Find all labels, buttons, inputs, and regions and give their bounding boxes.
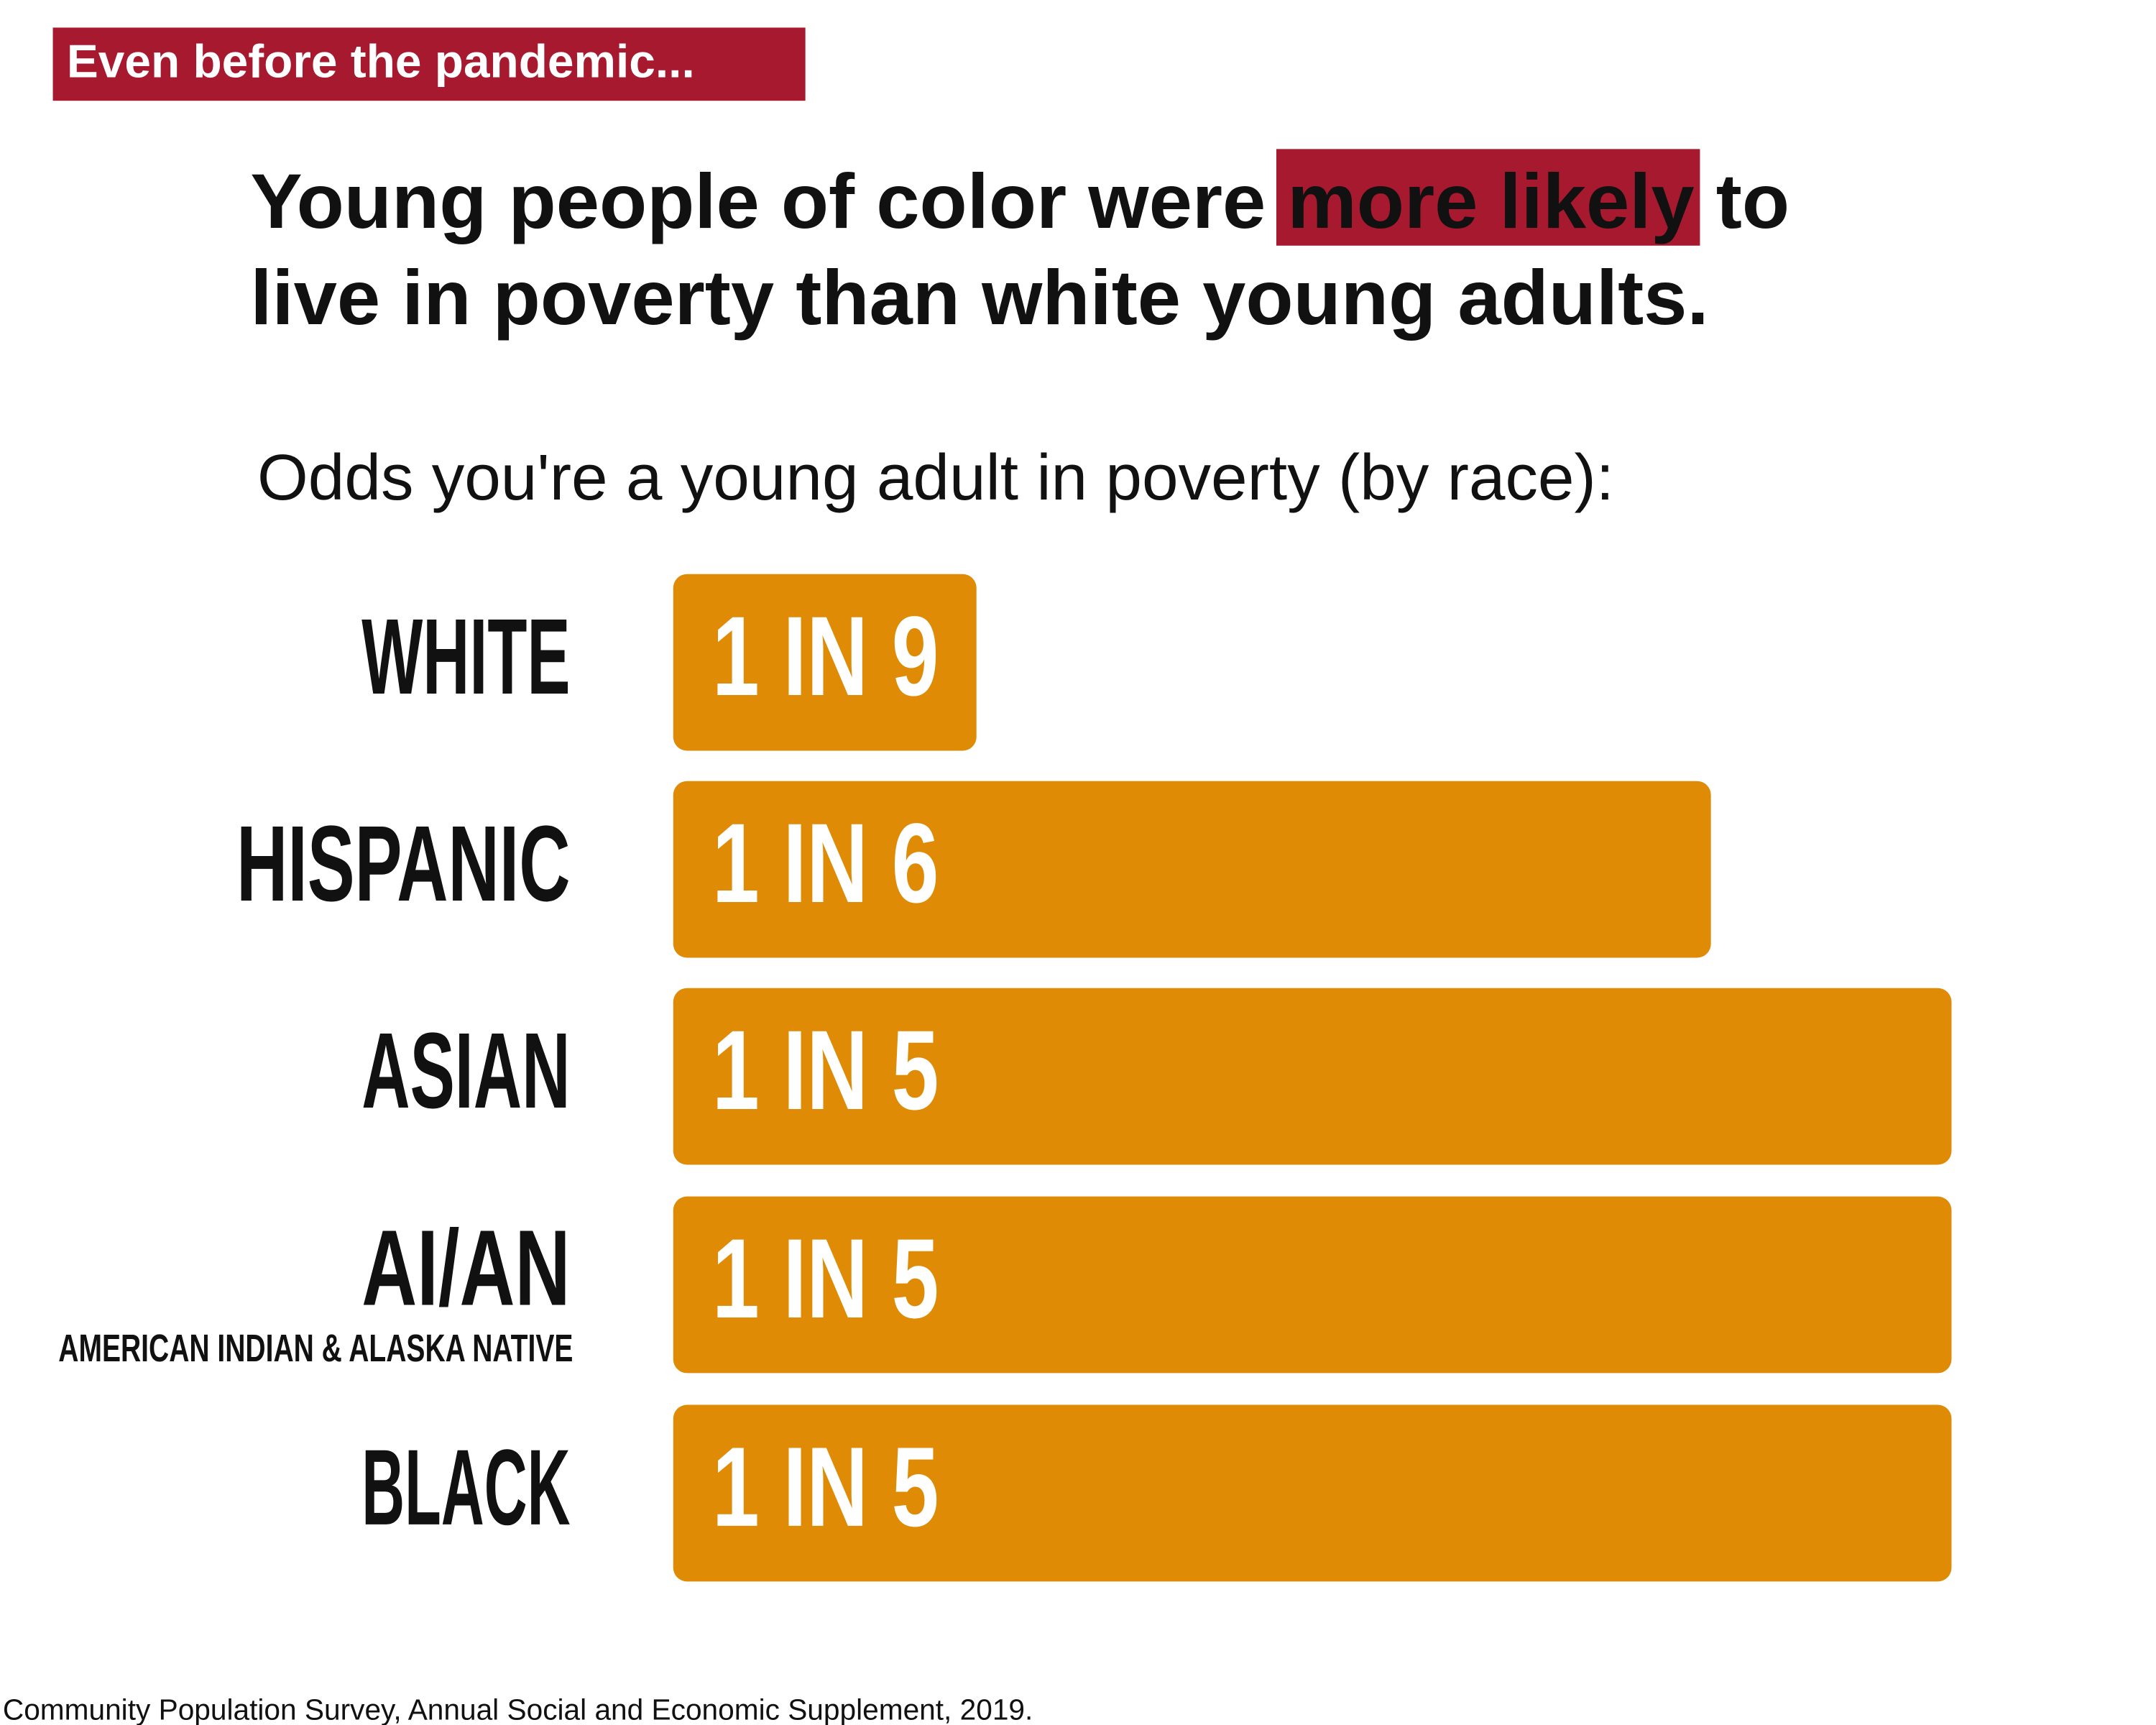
bar-label: 1 IN 5 (712, 1008, 939, 1133)
bar (673, 781, 1711, 958)
category-label: WHITE (361, 597, 570, 717)
category-note: AMERICAN INDIAN & ALASKA NATIVE (58, 1327, 573, 1370)
subtitle: Odds you're a young adult in poverty (by… (257, 441, 1614, 514)
footer: Community Population Survey, Annual Soci… (3, 1693, 1033, 1725)
title-text: to (1695, 157, 1789, 244)
bar (673, 988, 1952, 1165)
bar (673, 1404, 1952, 1582)
bar-label: 1 IN 5 (712, 1216, 939, 1342)
category-label: AI/AN (361, 1208, 570, 1328)
tag: Even before the pandemic... (67, 35, 695, 88)
bar (673, 1196, 1952, 1374)
title-text: live in poverty than white young adults. (250, 254, 1708, 341)
bar-label: 1 IN 9 (712, 594, 939, 719)
bar-label: 1 IN 5 (712, 1424, 939, 1550)
highlight-box (1276, 149, 1700, 246)
title-highlight: more likely (1287, 157, 1694, 244)
category-label: BLACK (361, 1427, 570, 1547)
tag-box (52, 27, 806, 101)
category-label: ASIAN (361, 1011, 570, 1131)
bar-label: 1 IN 6 (712, 801, 939, 926)
title-text: Young people of color were (250, 157, 1287, 244)
category-label: HISPANIC (236, 804, 571, 924)
bar (673, 574, 977, 751)
